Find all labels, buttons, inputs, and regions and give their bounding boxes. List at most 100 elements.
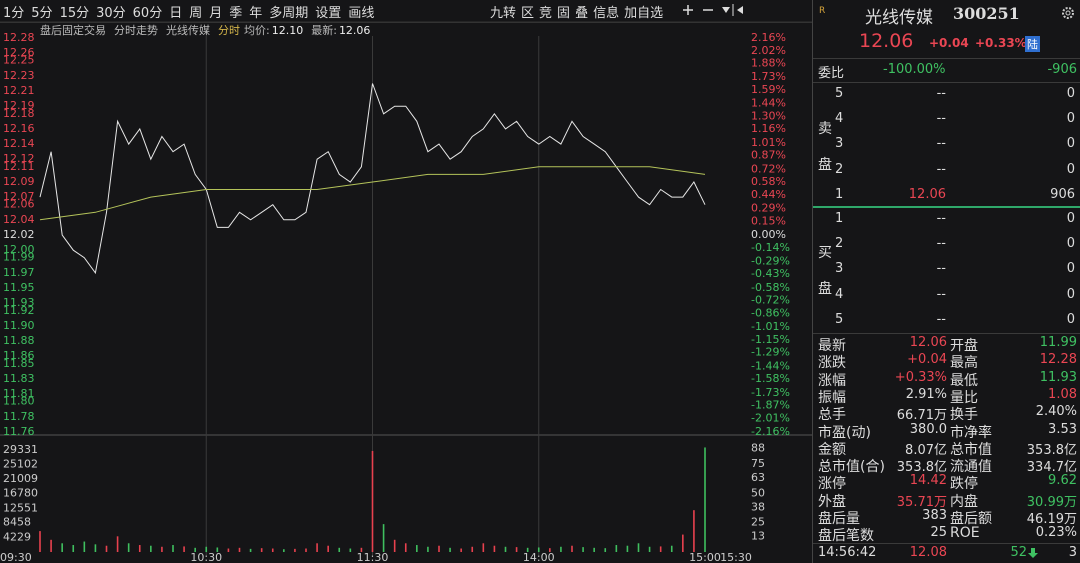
volume-bar bbox=[371, 450, 374, 552]
badge: R bbox=[819, 6, 826, 16]
period-tab[interactable]: 30分 bbox=[96, 6, 126, 21]
y2-tick-label: -2.01% bbox=[751, 411, 790, 424]
stat-value: 3.53 bbox=[1048, 421, 1077, 437]
period-tab[interactable]: 15分 bbox=[59, 6, 90, 21]
level: 3 bbox=[835, 136, 844, 152]
level: 1 bbox=[835, 186, 844, 202]
volume-bar bbox=[238, 547, 241, 552]
stat-value: 12.06 bbox=[909, 335, 947, 350]
tool-button[interactable]: 加自选 bbox=[624, 6, 664, 21]
period-tab[interactable]: 日 bbox=[169, 6, 183, 21]
level: 2 bbox=[835, 236, 844, 252]
separator bbox=[813, 333, 1080, 334]
y-tick-label: 12.21 bbox=[3, 84, 35, 97]
sell-label: 卖 bbox=[818, 121, 832, 137]
x-tick-label: 11:30 bbox=[357, 551, 389, 563]
stat-value: 383 bbox=[922, 508, 947, 523]
y2-tick-label: 2.16% bbox=[751, 31, 786, 44]
period-tab[interactable]: 月 bbox=[209, 6, 223, 21]
y2-tick-label: -1.87% bbox=[751, 399, 790, 412]
period-tab[interactable]: 多周期 bbox=[269, 6, 309, 21]
period-tab[interactable]: 季 bbox=[229, 6, 243, 21]
stat-value: 9.62 bbox=[1048, 473, 1077, 489]
avg-label: 均价: bbox=[244, 24, 270, 37]
y2-tick-label: 1.16% bbox=[751, 122, 786, 135]
stat-value: 1.08 bbox=[1048, 386, 1077, 402]
y2-tick-label: -2.16% bbox=[751, 425, 790, 438]
y-tick-label: 12.00 bbox=[3, 243, 35, 256]
volume-tick-label: 21009 bbox=[3, 472, 38, 485]
period-tab[interactable]: 60分 bbox=[132, 6, 163, 21]
y2-tick-label: 1.59% bbox=[751, 83, 786, 96]
stat-label: 最新 bbox=[818, 338, 846, 354]
level-volume: 0 bbox=[1066, 86, 1075, 101]
y-tick-label: 11.83 bbox=[3, 372, 35, 385]
volume-tick-label: 29331 bbox=[3, 443, 38, 456]
stat-label: 涨跌 bbox=[818, 355, 846, 372]
period-tab[interactable]: 周 bbox=[189, 6, 203, 21]
level: 5 bbox=[835, 311, 844, 327]
stat-label: 最高 bbox=[950, 355, 978, 372]
volume-bar bbox=[127, 543, 130, 552]
level-volume: 0 bbox=[1066, 286, 1075, 302]
period-tab[interactable]: 设置 bbox=[315, 6, 342, 21]
tool-button[interactable]: 叠 bbox=[575, 6, 589, 21]
ratio-label: 委比 bbox=[818, 66, 845, 81]
level-volume: 0 bbox=[1066, 161, 1075, 177]
tool-button[interactable]: 信息 bbox=[593, 6, 620, 21]
tool-button[interactable]: 竞 bbox=[539, 6, 553, 21]
market-badge: 陆 bbox=[1025, 36, 1040, 52]
volume-bar bbox=[349, 548, 352, 552]
period-tab[interactable]: 1分 bbox=[3, 6, 25, 21]
volume-bar bbox=[260, 548, 263, 552]
volume-bar bbox=[416, 545, 418, 552]
tool-button[interactable]: 区 bbox=[521, 6, 535, 21]
volume-bar bbox=[216, 547, 219, 552]
level: 1 bbox=[835, 211, 844, 226]
y-tick-label: 11.86 bbox=[3, 349, 35, 362]
volume-bar bbox=[316, 543, 318, 552]
volume-bar bbox=[560, 546, 562, 552]
level-price: -- bbox=[936, 236, 946, 252]
volume-tick-label: 16780 bbox=[3, 487, 38, 500]
y2-tick-label: -1.15% bbox=[751, 333, 790, 346]
stat-label: 盘后笔数 bbox=[818, 528, 874, 545]
header-item: 光线传媒 bbox=[166, 24, 210, 37]
y2-tick-label: 0.44% bbox=[751, 188, 786, 201]
volume-bar bbox=[50, 539, 52, 552]
volume-bar bbox=[382, 524, 385, 552]
change-pct: +0.33% bbox=[975, 36, 1027, 50]
volume-tick-label: 8458 bbox=[3, 516, 31, 529]
y2-tick-label: -1.58% bbox=[751, 372, 790, 385]
stat-label: 涨停 bbox=[818, 476, 846, 493]
tool-button[interactable]: 固 bbox=[557, 6, 571, 21]
stat-label: ROE bbox=[950, 525, 980, 542]
stat-label: 量比 bbox=[950, 389, 978, 406]
volume-bar bbox=[682, 534, 684, 552]
header-item: 分时走势 bbox=[114, 24, 158, 37]
volume-bar bbox=[172, 545, 174, 552]
stat-label: 市盈(动) bbox=[818, 424, 871, 441]
stat-label: 金额 bbox=[818, 441, 846, 458]
price-line bbox=[39, 166, 706, 221]
tool-button[interactable]: 九转 bbox=[490, 6, 517, 21]
volume-bar bbox=[582, 547, 584, 552]
level-price: -- bbox=[936, 261, 946, 277]
volume-bar bbox=[105, 545, 108, 552]
volume-bar bbox=[493, 545, 496, 552]
last-label: 最新: bbox=[311, 24, 337, 37]
header-item: 分时 bbox=[218, 24, 240, 37]
settings-icon[interactable] bbox=[1061, 6, 1075, 20]
stat-label: 跌停 bbox=[950, 476, 978, 493]
y-tick-label: 12.28 bbox=[3, 31, 35, 44]
y2-tick-label: 0.29% bbox=[751, 202, 786, 215]
volume-bar bbox=[449, 547, 451, 552]
period-tab[interactable]: 画线 bbox=[348, 6, 375, 21]
volume-bar bbox=[571, 545, 573, 552]
separator bbox=[813, 58, 1080, 59]
period-tab[interactable]: 5分 bbox=[31, 6, 53, 21]
volume-tick-label: 4229 bbox=[3, 530, 31, 543]
stat-label: 总市值(合) bbox=[818, 459, 885, 476]
period-tab[interactable]: 年 bbox=[249, 6, 263, 21]
